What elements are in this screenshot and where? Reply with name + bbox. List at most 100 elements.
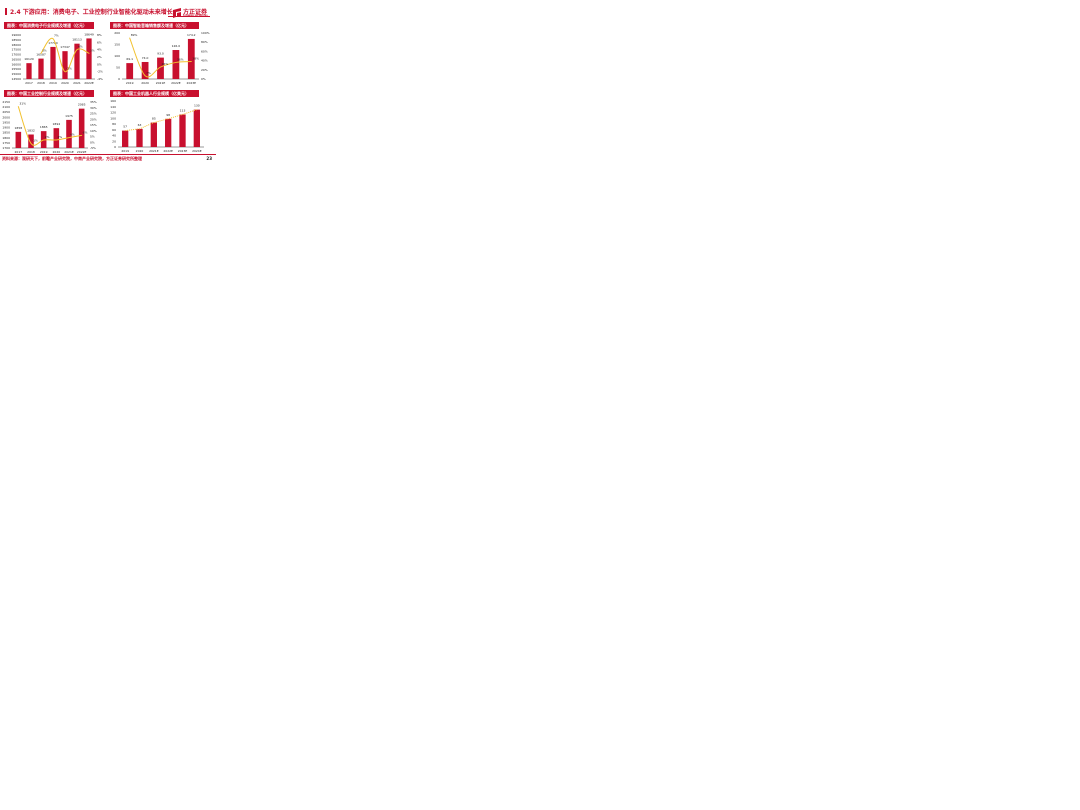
category-label: 2021E xyxy=(64,150,74,154)
right-tick-label: 8% xyxy=(97,33,102,37)
left-tick-label: 100 xyxy=(114,54,120,58)
left-tick-label: 2150 xyxy=(2,100,10,104)
bar xyxy=(193,109,200,147)
left-tick-label: 80 xyxy=(112,122,116,126)
right-tick-label: 15% xyxy=(90,123,97,127)
bar-value-label: 1865 xyxy=(40,125,48,129)
category-label: 2020 xyxy=(61,81,69,85)
bar-value-label: 69.1 xyxy=(126,57,133,61)
growth-value-label: 7% xyxy=(146,71,151,75)
right-tick-label: 80% xyxy=(201,40,208,44)
logo-text-cn: 方正证券 xyxy=(183,9,208,16)
right-tick-label: 35% xyxy=(90,100,97,104)
left-tick-label: 16500 xyxy=(11,57,21,61)
logo-text-en: FOUNDER SECURITIES xyxy=(183,15,208,17)
left-tick-label: 1750 xyxy=(2,141,10,145)
category-label: 2023E xyxy=(178,149,188,153)
right-tick-label: -2% xyxy=(97,70,103,74)
left-tick-label: 18000 xyxy=(11,43,21,47)
category-label: 2022E xyxy=(77,150,87,154)
bar-value-label: 1858 xyxy=(15,126,23,130)
right-tick-label: -5% xyxy=(90,146,96,150)
chart-1-title: 图表：中国消费电子行业规模及增速（亿元） xyxy=(4,22,94,29)
category-label: 2022E xyxy=(171,81,181,85)
left-tick-label: 18500 xyxy=(11,38,21,42)
bar-value-label: 18113 xyxy=(72,38,82,42)
left-tick-label: 0 xyxy=(118,77,120,81)
bar-value-label: 57 xyxy=(123,125,127,129)
category-label: 2019 xyxy=(40,150,48,154)
right-tick-label: 60% xyxy=(201,49,208,53)
left-tick-label: 2050 xyxy=(2,110,10,114)
page-title: 2.4 下游应用：消费电子、工业控制行业智能化驱动未来增长 xyxy=(10,9,173,16)
growth-value-label: -1% xyxy=(32,138,38,142)
right-tick-label: 6% xyxy=(97,40,102,44)
right-tick-label: 0% xyxy=(97,62,102,66)
bar-value-label: 113 xyxy=(180,109,186,113)
left-tick-label: 1850 xyxy=(2,131,10,135)
growth-line xyxy=(17,106,83,146)
bar-value-label: 17780 xyxy=(48,41,58,45)
bar-value-label: 1832 xyxy=(27,129,35,133)
growth-value-label: 2% xyxy=(45,135,50,139)
left-tick-label: 16000 xyxy=(11,62,21,66)
left-tick-label: 160 xyxy=(110,99,116,103)
growth-value-label: 4% xyxy=(78,45,83,49)
bar xyxy=(150,122,157,147)
bar xyxy=(187,38,195,79)
bar xyxy=(136,128,143,147)
left-tick-label: 20 xyxy=(112,139,116,143)
category-label: 2020 xyxy=(53,150,61,154)
growth-value-label: 26% xyxy=(162,62,169,66)
bar-value-label: 17347 xyxy=(60,45,70,49)
growth-value-label: 36% xyxy=(177,57,184,61)
bar xyxy=(74,43,80,79)
bar-value-label: 98 xyxy=(166,113,170,117)
right-tick-label: 100% xyxy=(201,31,210,35)
left-tick-label: 150 xyxy=(114,43,120,47)
category-label: 2018 xyxy=(27,150,35,154)
bar xyxy=(53,128,60,148)
growth-line xyxy=(40,37,90,73)
left-tick-label: 1800 xyxy=(2,136,10,140)
bar xyxy=(165,118,172,147)
bar-value-label: 93.0 xyxy=(157,52,164,56)
bar xyxy=(157,57,164,79)
growth-value-label: 31% xyxy=(19,102,26,106)
left-tick-label: 100 xyxy=(110,116,116,120)
left-tick-label: 1700 xyxy=(2,146,10,150)
growth-value-label: 2% xyxy=(57,135,62,139)
source-note: 资料来源：观研天下，前瞻产业研究院，中商产业研究院，方正证券研究所整理 xyxy=(2,156,142,161)
founder-logo-icon xyxy=(173,8,181,18)
footer-rule xyxy=(0,154,216,155)
right-tick-label: 5% xyxy=(90,135,95,139)
right-tick-label: 2% xyxy=(97,55,102,59)
category-label: 2017 xyxy=(15,150,23,154)
left-tick-label: 14500 xyxy=(11,77,21,81)
bar xyxy=(141,61,149,79)
bar-value-label: 18649 xyxy=(84,32,94,36)
bar-value-label: 1894 xyxy=(53,122,61,126)
right-tick-label: 20% xyxy=(90,117,97,121)
right-tick-label: 0% xyxy=(90,140,95,144)
page-number: 23 xyxy=(206,156,212,161)
chart-4-title: 图表：中国工业机器人行业规模（亿美元） xyxy=(110,90,199,97)
growth-value-label: 7% xyxy=(54,34,59,38)
left-tick-label: 50 xyxy=(116,66,120,70)
category-label: 2020 xyxy=(136,149,144,153)
chart-smart-speaker: 0 50 100 150 200 0% 20% 40% 60% 80% 100% 69.1 74.0 93… xyxy=(114,31,210,85)
bar-value-label: 74.0 xyxy=(142,56,149,60)
left-tick-label: 200 xyxy=(114,31,120,35)
bar-value-label: 126.0 xyxy=(172,44,181,48)
left-tick-label: 1950 xyxy=(2,120,10,124)
bar xyxy=(62,51,68,79)
left-tick-label: 19000 xyxy=(11,33,21,37)
title-accent-bar xyxy=(5,8,7,15)
right-tick-label: 30% xyxy=(90,106,97,110)
category-label: 2022E xyxy=(84,81,94,85)
bar-value-label: 63 xyxy=(138,123,142,127)
right-tick-label: 25% xyxy=(90,112,97,116)
growth-value-label: 3% xyxy=(90,48,95,52)
